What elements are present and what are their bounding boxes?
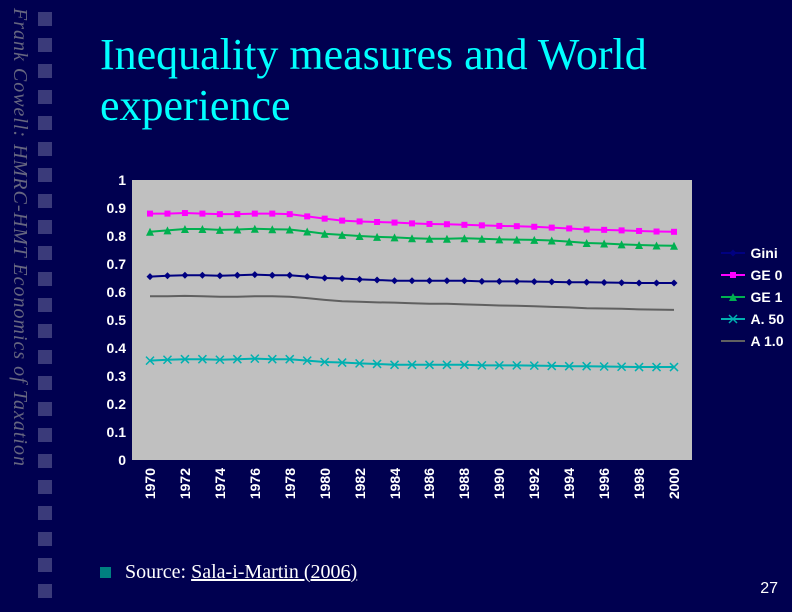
bullet-icon: [100, 567, 111, 578]
xtick-label: 1990: [491, 468, 507, 499]
ytick-label: 0: [80, 452, 126, 468]
ytick-label: 0.2: [80, 396, 126, 412]
xtick-label: 1972: [177, 468, 193, 499]
xtick-label: 1998: [631, 468, 647, 499]
xtick-label: 1978: [282, 468, 298, 499]
legend-label: Gini: [751, 245, 778, 261]
ytick-label: 0.6: [80, 284, 126, 300]
ytick-label: 0.8: [80, 228, 126, 244]
xtick-label: 1980: [317, 468, 333, 499]
ytick-label: 0.1: [80, 424, 126, 440]
xtick-label: 1976: [247, 468, 263, 499]
slide-title: Inequality measures and Worldexperience: [100, 30, 647, 131]
legend-item: GE 0: [721, 267, 784, 283]
xtick-label: 1986: [421, 468, 437, 499]
sidebar-author-text: Frank Cowell: HMRC-HMT Economics of Taxa…: [8, 8, 31, 603]
legend-item: GE 1: [721, 289, 784, 305]
legend: Gini GE 0 GE 1 A. 50 A 1.0: [721, 245, 784, 349]
sidebar-decoration: [38, 12, 52, 598]
xtick-label: 1984: [387, 468, 403, 499]
page-number: 27: [760, 580, 778, 598]
source-line: Source: Sala-i-Martin (2006): [100, 561, 357, 584]
plot-area: [132, 180, 692, 460]
legend-label: GE 0: [751, 267, 783, 283]
legend-label: A. 50: [751, 311, 784, 327]
xtick-label: 1994: [561, 468, 577, 499]
xtick-label: 2000: [666, 468, 682, 499]
source-prefix: Source:: [125, 561, 191, 583]
chart-svg: [132, 180, 692, 460]
xtick-label: 1982: [352, 468, 368, 499]
source-text: Source: Sala-i-Martin (2006): [125, 561, 357, 584]
xtick-label: 1992: [526, 468, 542, 499]
ytick-label: 0.7: [80, 256, 126, 272]
ytick-label: 0.4: [80, 340, 126, 356]
xtick-label: 1988: [456, 468, 472, 499]
ytick-label: 1: [80, 172, 126, 188]
source-author[interactable]: Sala-i-Martin (2006): [191, 561, 357, 583]
legend-item: A 1.0: [721, 333, 784, 349]
xtick-label: 1970: [142, 468, 158, 499]
xtick-label: 1996: [596, 468, 612, 499]
legend-item: A. 50: [721, 311, 784, 327]
chart: 00.10.20.30.40.50.60.70.80.91 1970197219…: [80, 180, 700, 510]
ytick-label: 0.9: [80, 200, 126, 216]
legend-label: A 1.0: [751, 333, 784, 349]
ytick-label: 0.3: [80, 368, 126, 384]
xtick-label: 1974: [212, 468, 228, 499]
legend-item: Gini: [721, 245, 784, 261]
ytick-label: 0.5: [80, 312, 126, 328]
legend-label: GE 1: [751, 289, 783, 305]
